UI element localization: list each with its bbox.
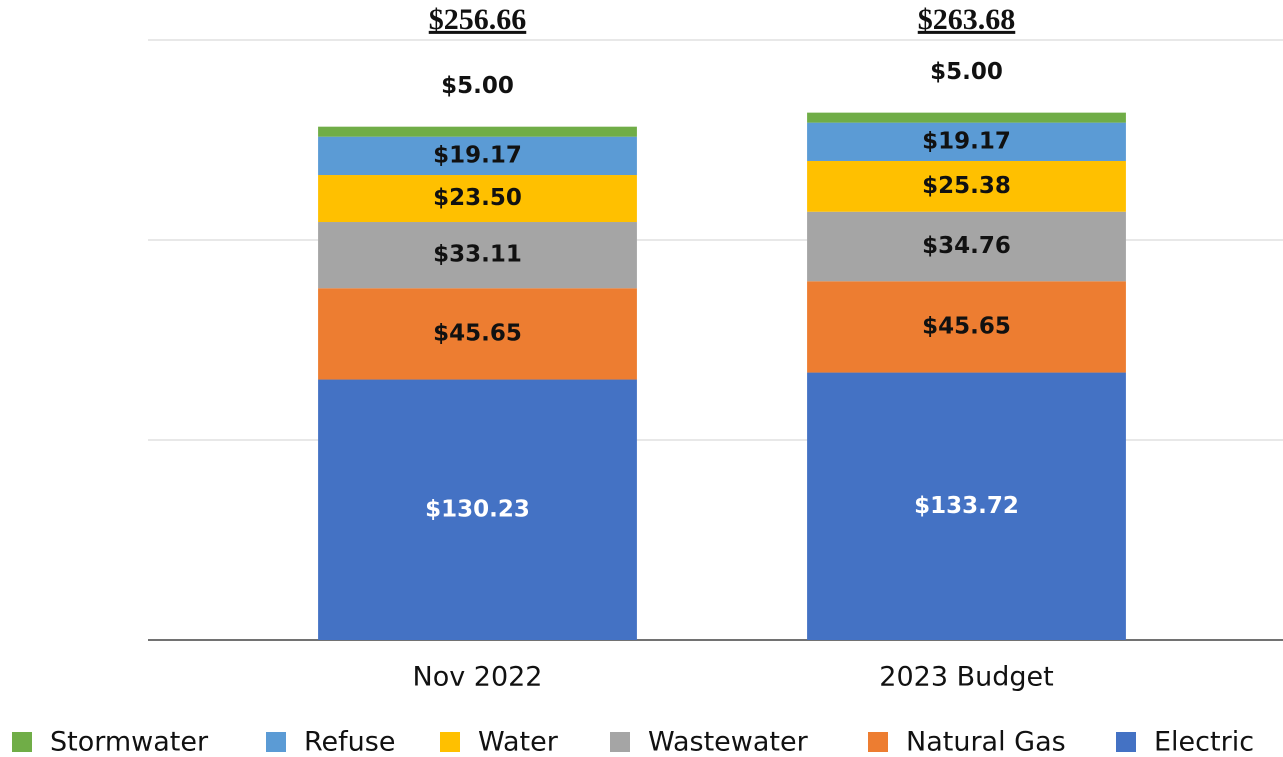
data-label: $33.11 bbox=[433, 242, 522, 268]
legend-label: Electric bbox=[1154, 727, 1254, 757]
total-label: $263.68 bbox=[918, 3, 1016, 36]
x-tick-label: Nov 2022 bbox=[413, 662, 543, 693]
bar-segment bbox=[807, 211, 1126, 282]
bar-segment bbox=[318, 126, 637, 137]
legend-label: Wastewater bbox=[648, 727, 809, 757]
legend-swatch bbox=[610, 732, 630, 752]
bar-segment bbox=[807, 112, 1126, 123]
data-label: $23.50 bbox=[433, 185, 522, 211]
data-label: $19.17 bbox=[922, 128, 1011, 154]
bar-segment bbox=[318, 175, 637, 223]
data-label: $45.65 bbox=[922, 313, 1011, 339]
x-tick-label: 2023 Budget bbox=[879, 662, 1053, 693]
bar-segment bbox=[318, 136, 637, 176]
bar-segment bbox=[807, 372, 1126, 640]
data-label: $5.00 bbox=[930, 59, 1003, 85]
data-label: $5.00 bbox=[441, 73, 514, 99]
bar-segment bbox=[807, 281, 1126, 373]
bar-segment bbox=[807, 122, 1126, 161]
legend-label: Water bbox=[478, 727, 559, 757]
data-label: $25.38 bbox=[922, 173, 1011, 199]
bar-segment bbox=[318, 222, 637, 289]
legend-swatch bbox=[440, 732, 460, 752]
data-label: $130.23 bbox=[425, 496, 530, 522]
legend-swatch bbox=[266, 732, 286, 752]
total-label: $256.66 bbox=[429, 3, 527, 36]
bar-segment bbox=[318, 379, 637, 640]
legend-label: Natural Gas bbox=[906, 727, 1066, 757]
legend-label: Refuse bbox=[304, 727, 395, 757]
data-label: $19.17 bbox=[433, 142, 522, 168]
data-label: $34.76 bbox=[922, 233, 1011, 259]
legend-swatch bbox=[12, 732, 32, 752]
bar-segment bbox=[807, 160, 1126, 212]
legend-label: Stormwater bbox=[50, 727, 209, 757]
legend-swatch bbox=[1116, 732, 1136, 752]
bar-segment bbox=[318, 288, 637, 380]
data-label: $133.72 bbox=[914, 493, 1019, 519]
legend-swatch bbox=[868, 732, 888, 752]
data-label: $45.65 bbox=[433, 320, 522, 346]
